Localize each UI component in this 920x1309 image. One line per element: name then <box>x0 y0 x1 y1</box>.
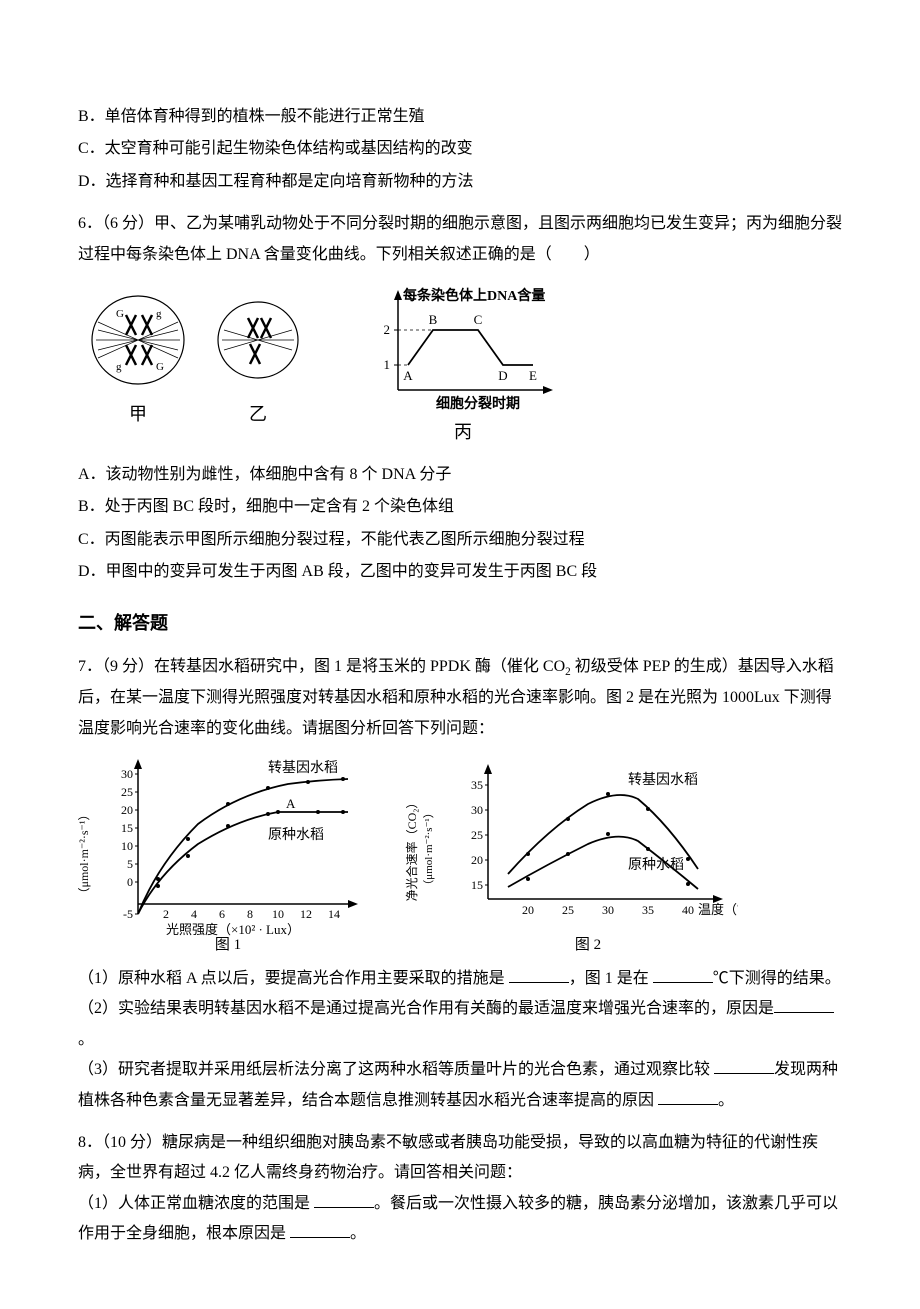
svg-text:25: 25 <box>562 903 574 917</box>
q5-opt-d: D．选择育种和基因工程育种都是定向培育新物种的方法 <box>78 167 842 197</box>
q6-figure-row: G g g G 甲 乙 <box>78 280 842 450</box>
svg-text:25: 25 <box>471 828 483 842</box>
q6-label-bing: 丙 <box>454 422 472 442</box>
svg-text:细胞分裂时期: 细胞分裂时期 <box>436 395 520 412</box>
q7-figure-2: 35 30 25 20 15 20 25 30 35 40 <box>398 754 738 954</box>
svg-text:温度（℃）: 温度（℃） <box>698 902 738 917</box>
svg-text:G: G <box>156 361 164 373</box>
section-heading: 二、解答题 <box>78 606 842 640</box>
q7-part1: （1）原种水稻 A 点以后，要提高光合作用主要采取的措施是 ，图 1 是在 ℃下… <box>78 964 842 1055</box>
svg-text:35: 35 <box>471 778 483 792</box>
q5-opt-b: B．单倍体育种得到的植株一般不能进行正常生殖 <box>78 102 842 132</box>
svg-text:g: g <box>116 361 122 373</box>
svg-text:30: 30 <box>602 903 614 917</box>
q7-stem: 7．（9 分）在转基因水稻研究中，图 1 是将玉米的 PPDK 酶（催化 CO2… <box>78 652 842 744</box>
blank <box>774 996 834 1013</box>
svg-text:C: C <box>474 312 483 327</box>
svg-text:15: 15 <box>121 821 133 835</box>
svg-text:35: 35 <box>642 903 654 917</box>
svg-text:12: 12 <box>300 907 312 921</box>
q7-p3-c: 。 <box>718 1092 734 1109</box>
svg-text:A: A <box>403 368 413 383</box>
svg-text:-5: -5 <box>123 907 133 921</box>
svg-text:B: B <box>429 312 438 327</box>
svg-text:10: 10 <box>272 907 284 921</box>
blank <box>509 966 569 983</box>
svg-text:图 2: 图 2 <box>575 936 601 953</box>
svg-text:14: 14 <box>328 907 340 921</box>
q7-part3: （3）研究者提取并采用纸层析法分离了这两种水稻等质量叶片的光合色素，通过观察比较… <box>78 1055 842 1116</box>
svg-text:2: 2 <box>163 907 169 921</box>
q6-figure: G g g G 甲 乙 <box>78 280 558 450</box>
q7-p1-d: 。 <box>78 1031 94 1048</box>
svg-text:原种水稻: 原种水稻 <box>628 857 684 873</box>
svg-text:A: A <box>286 796 296 811</box>
q7-p3-a: （3）研究者提取并采用纸层析法分离了这两种水稻等质量叶片的光合色素，通过观察比较 <box>78 1061 714 1078</box>
svg-text:每条染色体上DNA含量: 每条染色体上DNA含量 <box>403 287 545 304</box>
q8-stem: 8．（10 分）糖尿病是一种组织细胞对胰岛素不敏感或者胰岛功能受损，导致的以高血… <box>78 1128 842 1189</box>
svg-text:D: D <box>498 368 507 383</box>
q6-opt-d: D．甲图中的变异可发生于丙图 AB 段，乙图中的变异可发生于丙图 BC 段 <box>78 557 842 587</box>
page-content: B．单倍体育种得到的植株一般不能进行正常生殖 C．太空育种可能引起生物染色体结构… <box>0 0 920 1309</box>
q7-p1-a: （1）原种水稻 A 点以后，要提高光合作用主要采取的措施是 <box>78 970 509 987</box>
q6-opt-c: C．丙图能表示甲图所示细胞分裂过程，不能代表乙图所示细胞分裂过程 <box>78 525 842 555</box>
svg-text:5: 5 <box>127 857 133 871</box>
q8-part1: （1）人体正常血糖浓度的范围是 。餐后或一次性摄入较多的糖，胰岛素分泌增加，该激… <box>78 1189 842 1250</box>
q6-stem: 6．（6 分）甲、乙为某哺乳动物处于不同分裂时期的细胞示意图，且图示两细胞均已发… <box>78 209 842 270</box>
q6-opt-b: B．处于丙图 BC 段时，细胞中一定含有 2 个染色体组 <box>78 492 842 522</box>
q8-p1-a: （1）人体正常血糖浓度的范围是 <box>78 1195 314 1212</box>
svg-text:20: 20 <box>471 853 483 867</box>
svg-text:（μmol·m⁻²·s⁻¹）: （μmol·m⁻²·s⁻¹） <box>78 808 91 899</box>
svg-text:20: 20 <box>522 903 534 917</box>
q6-label-jia: 甲 <box>129 404 147 424</box>
svg-text:20: 20 <box>121 803 133 817</box>
svg-text:G: G <box>116 308 124 320</box>
blank <box>314 1191 374 1208</box>
svg-text:2: 2 <box>384 322 391 337</box>
blank <box>653 966 713 983</box>
svg-text:8: 8 <box>247 907 253 921</box>
svg-text:g: g <box>156 308 162 320</box>
svg-text:15: 15 <box>471 878 483 892</box>
svg-text:1: 1 <box>384 357 391 372</box>
svg-text:30: 30 <box>471 803 483 817</box>
svg-text:图 1: 图 1 <box>215 936 241 953</box>
q7-figure-1: 30 25 20 15 10 5 0 -5 2 <box>78 754 378 954</box>
svg-text:原种水稻: 原种水稻 <box>268 827 324 843</box>
svg-text:0: 0 <box>127 875 133 889</box>
svg-text:30: 30 <box>121 767 133 781</box>
q7-stem-a: 7．（9 分）在转基因水稻研究中，图 1 是将玉米的 PPDK 酶（催化 CO <box>78 658 565 675</box>
q7-figure-row: 30 25 20 15 10 5 0 -5 2 <box>78 754 842 954</box>
svg-text:40: 40 <box>682 903 694 917</box>
svg-text:（μmol·m⁻²·s⁻¹）: （μmol·m⁻²·s⁻¹） <box>422 807 435 890</box>
blank <box>290 1221 350 1238</box>
q7-p1-b: ，图 1 是在 <box>569 970 653 987</box>
svg-text:E: E <box>529 368 537 383</box>
blank <box>658 1088 718 1105</box>
svg-text:净光合速率（CO₂）: 净光合速率（CO₂） <box>404 797 419 902</box>
svg-text:光照强度（×10² · Lux）: 光照强度（×10² · Lux） <box>166 922 300 937</box>
blank <box>714 1057 774 1074</box>
svg-text:转基因水稻: 转基因水稻 <box>628 771 698 788</box>
q6-label-yi: 乙 <box>249 404 267 424</box>
svg-text:10: 10 <box>121 839 133 853</box>
q6-opt-a: A．该动物性别为雌性，体细胞中含有 8 个 DNA 分子 <box>78 460 842 490</box>
svg-text:转基因水稻: 转基因水稻 <box>268 759 338 776</box>
svg-text:25: 25 <box>121 785 133 799</box>
q8-p1-c: 。 <box>350 1225 366 1242</box>
q5-opt-c: C．太空育种可能引起生物染色体结构或基因结构的改变 <box>78 134 842 164</box>
svg-text:4: 4 <box>191 907 197 921</box>
svg-text:6: 6 <box>219 907 225 921</box>
